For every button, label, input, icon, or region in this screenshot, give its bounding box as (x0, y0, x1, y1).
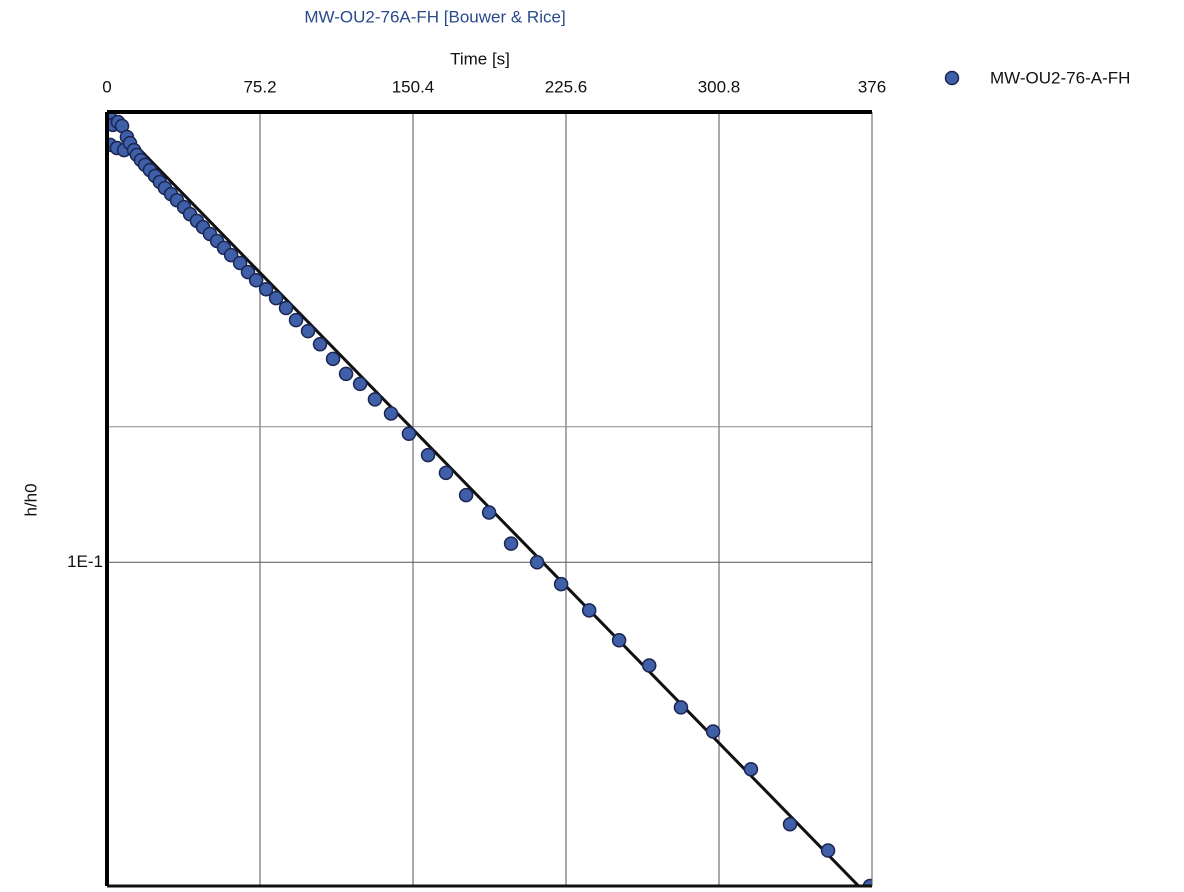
data-point (458, 487, 474, 503)
data-point (312, 336, 328, 352)
data-point (743, 761, 759, 777)
data-point (338, 366, 354, 382)
data-point (673, 700, 689, 715)
data-point (325, 351, 341, 367)
data-point (248, 272, 264, 288)
x-tick-label: 376 (858, 77, 886, 96)
legend-marker (944, 70, 960, 86)
data-point (581, 603, 597, 618)
x-axis-label: Time [s] (450, 49, 510, 68)
y-tick-label: 1E-1 (67, 552, 103, 571)
data-point (820, 843, 836, 858)
data-point (223, 247, 239, 263)
data-point (438, 465, 454, 481)
x-tick-label: 150.4 (392, 77, 435, 96)
data-point (420, 447, 436, 463)
legend-label: MW-OU2-76-A-FH (990, 68, 1130, 87)
data-point (268, 290, 284, 306)
x-tick-label: 75.2 (243, 77, 276, 96)
data-point (232, 255, 248, 271)
data-point (383, 406, 399, 421)
data-point (529, 555, 545, 570)
plot-area (107, 112, 872, 886)
chart-title: MW-OU2-76A-FH [Bouwer & Rice] (304, 7, 565, 26)
data-point (367, 392, 383, 407)
data-point (401, 426, 417, 441)
data-point (300, 323, 316, 339)
data-point (641, 658, 657, 673)
data-point (705, 724, 721, 739)
x-tick-label: 300.8 (698, 77, 741, 96)
data-point (258, 281, 274, 297)
axes: 0 75.2 150.4 225.6 300.8 376 1E-1 (67, 77, 886, 888)
data-point (611, 633, 627, 648)
data-point (481, 505, 497, 520)
y-axis-label: h/h0 (21, 483, 40, 516)
data-point (503, 536, 519, 551)
data-point (862, 878, 872, 886)
x-tick-label: 0 (102, 77, 111, 96)
data-point (278, 300, 294, 316)
x-tick-label: 225.6 (545, 77, 588, 96)
data-point (553, 576, 569, 592)
data-point (288, 312, 304, 328)
data-point (352, 376, 368, 392)
data-point (782, 816, 798, 832)
fit-line (107, 114, 861, 886)
